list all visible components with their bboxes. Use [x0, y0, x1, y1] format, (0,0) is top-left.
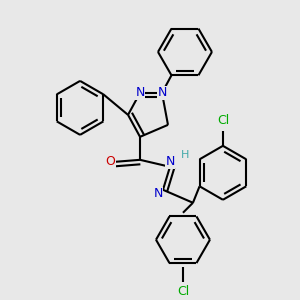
Text: Cl: Cl — [177, 285, 189, 298]
Text: N: N — [135, 86, 145, 99]
Text: O: O — [105, 155, 115, 168]
Text: Cl: Cl — [217, 114, 229, 128]
Text: N: N — [157, 86, 167, 99]
Text: N: N — [153, 187, 163, 200]
Text: N: N — [165, 155, 175, 168]
Text: H: H — [181, 150, 189, 160]
